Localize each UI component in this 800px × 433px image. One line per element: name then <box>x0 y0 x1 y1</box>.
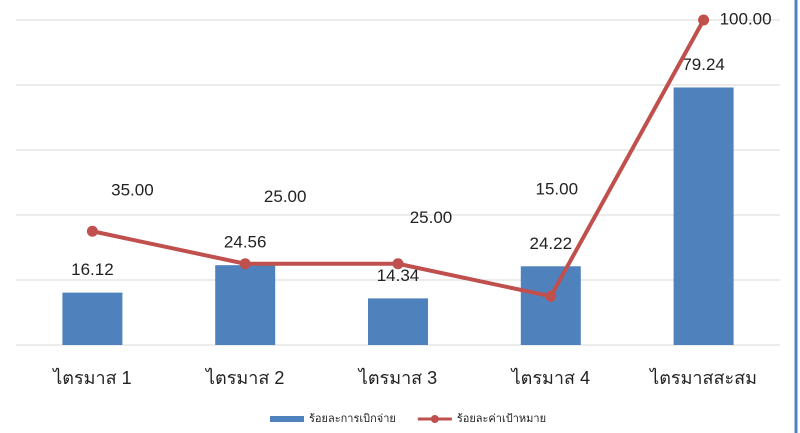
data-label: 24.56 <box>224 233 267 252</box>
data-label: 100.00 <box>720 9 772 28</box>
x-tick-label: ไตรมาส 3 <box>357 367 437 388</box>
legend-marker <box>430 415 439 423</box>
bar <box>62 292 123 345</box>
data-label: 16.12 <box>71 260 114 279</box>
data-label: 14.34 <box>377 266 420 285</box>
line-marker <box>545 290 557 302</box>
bar <box>368 298 428 345</box>
legend-label: ร้อยละการเบิกจ่าย <box>309 413 396 425</box>
data-label: 35.00 <box>111 181 154 200</box>
x-tick-label: ไตรมาส 1 <box>51 367 131 388</box>
data-label: 24.22 <box>530 234 573 253</box>
data-label: 25.00 <box>264 187 307 206</box>
legend-label: ร้อยละค่าเป้าหมาย <box>457 413 546 425</box>
line-marker <box>392 258 404 270</box>
data-label: 25.00 <box>410 208 453 227</box>
x-tick-label: ไตรมาส 2 <box>204 367 284 388</box>
bar <box>215 265 276 345</box>
line-marker <box>698 14 710 26</box>
legend-swatch <box>270 416 304 422</box>
x-tick-label: ไตรมาส 4 <box>510 367 590 388</box>
x-tick-label: ไตรมาสสะสม <box>648 367 757 388</box>
line-marker <box>86 225 98 237</box>
bar <box>520 266 581 345</box>
bar <box>673 87 734 345</box>
data-label: 79.24 <box>682 55 725 74</box>
data-label: 15.00 <box>536 180 579 199</box>
line-marker <box>239 258 251 270</box>
